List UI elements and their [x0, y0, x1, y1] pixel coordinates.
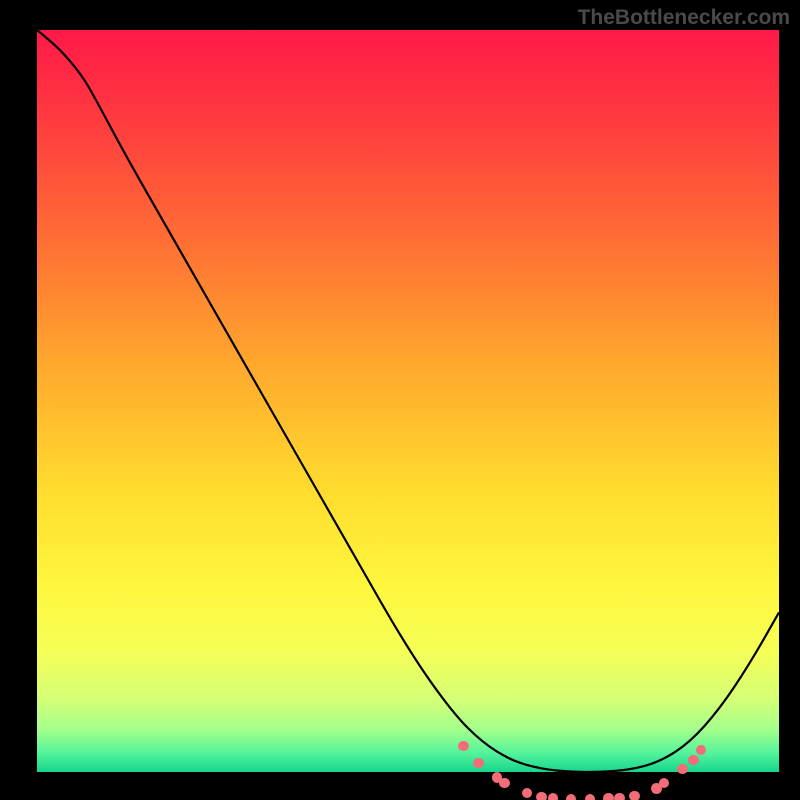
chart-svg	[37, 30, 779, 772]
marker-dot	[492, 772, 502, 782]
marker-dot	[659, 778, 669, 788]
marker-dot	[585, 794, 595, 800]
marker-dot	[548, 793, 558, 800]
plot-frame	[37, 30, 779, 800]
marker-dot	[651, 783, 661, 793]
stage: TheBottlenecker.com	[0, 0, 800, 800]
marker-dot	[536, 792, 546, 800]
marker-dot	[499, 778, 509, 788]
marker-dot	[566, 794, 576, 800]
marker-dot	[603, 793, 613, 800]
marker-dot	[614, 793, 624, 800]
gradient-fill	[37, 30, 779, 772]
marker-dot	[629, 791, 639, 800]
watermark-text: TheBottlenecker.com	[578, 6, 790, 30]
marker-dot	[522, 788, 532, 798]
